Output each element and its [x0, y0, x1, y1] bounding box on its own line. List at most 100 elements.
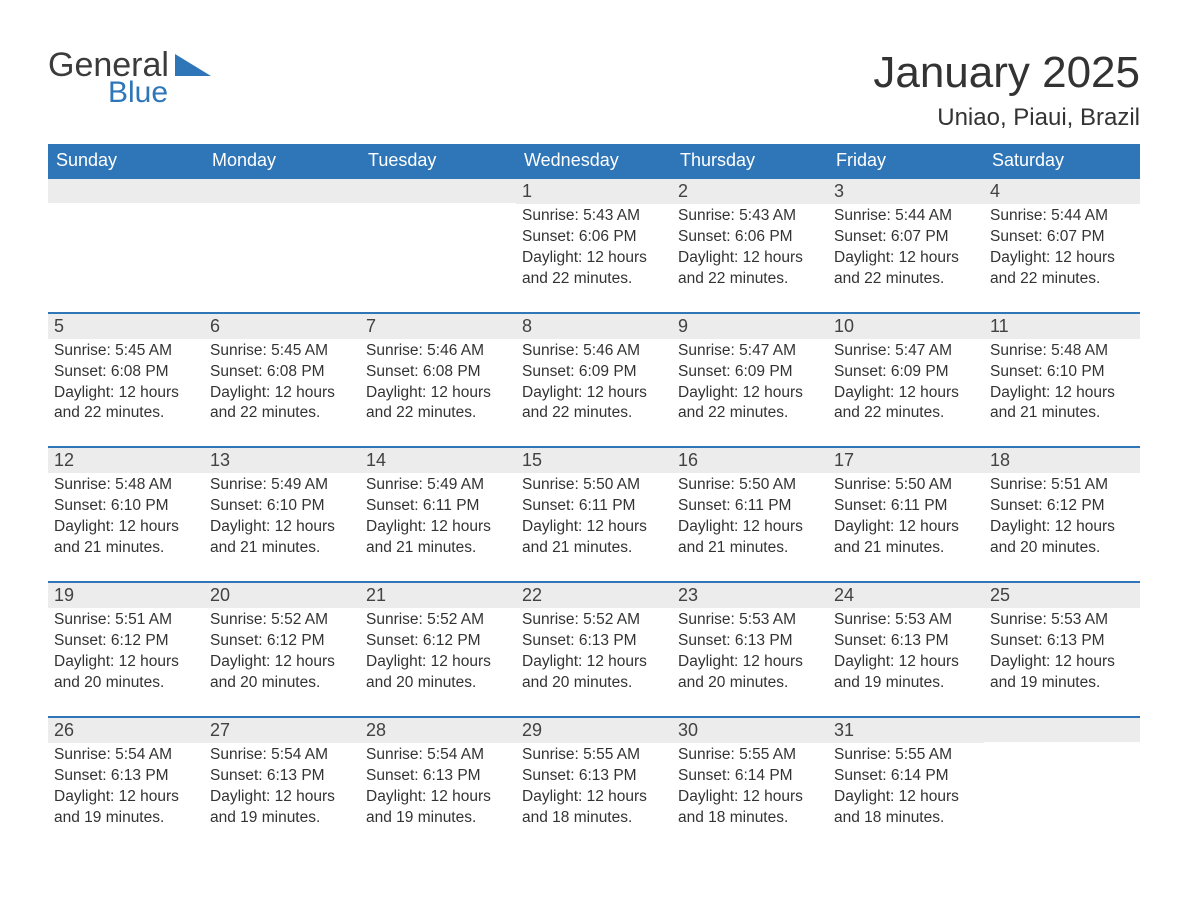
day-details: Sunrise: 5:51 AMSunset: 6:12 PMDaylight:…: [48, 608, 204, 696]
day-cell: 3Sunrise: 5:44 AMSunset: 6:07 PMDaylight…: [828, 178, 984, 313]
day-number: 2: [672, 179, 828, 204]
daylight-value: Daylight: 12 hours and 20 minutes.: [210, 652, 354, 694]
day-number: 12: [48, 448, 204, 473]
day-details: Sunrise: 5:48 AMSunset: 6:10 PMDaylight:…: [984, 339, 1140, 427]
sunrise-value: Sunrise: 5:43 AM: [522, 206, 666, 227]
sunrise-value: Sunrise: 5:50 AM: [834, 475, 978, 496]
sunset-value: Sunset: 6:11 PM: [678, 496, 822, 517]
sunrise-value: Sunrise: 5:48 AM: [54, 475, 198, 496]
sunrise-value: Sunrise: 5:46 AM: [366, 341, 510, 362]
daylight-value: Daylight: 12 hours and 20 minutes.: [366, 652, 510, 694]
day-cell: 6Sunrise: 5:45 AMSunset: 6:08 PMDaylight…: [204, 313, 360, 448]
day-number: 21: [360, 583, 516, 608]
day-details: Sunrise: 5:54 AMSunset: 6:13 PMDaylight:…: [48, 743, 204, 831]
sunrise-value: Sunrise: 5:55 AM: [678, 745, 822, 766]
daylight-value: Daylight: 12 hours and 19 minutes.: [366, 787, 510, 829]
day-details: Sunrise: 5:43 AMSunset: 6:06 PMDaylight:…: [672, 204, 828, 292]
sunset-value: Sunset: 6:08 PM: [54, 362, 198, 383]
day-number: 10: [828, 314, 984, 339]
sunset-value: Sunset: 6:11 PM: [366, 496, 510, 517]
day-number: 7: [360, 314, 516, 339]
day-details: Sunrise: 5:45 AMSunset: 6:08 PMDaylight:…: [204, 339, 360, 427]
day-details: Sunrise: 5:54 AMSunset: 6:13 PMDaylight:…: [360, 743, 516, 831]
weekday-header: Thursday: [672, 144, 828, 178]
sunset-value: Sunset: 6:10 PM: [990, 362, 1134, 383]
daylight-value: Daylight: 12 hours and 22 minutes.: [522, 383, 666, 425]
day-cell: 26Sunrise: 5:54 AMSunset: 6:13 PMDayligh…: [48, 717, 204, 851]
sunrise-value: Sunrise: 5:53 AM: [678, 610, 822, 631]
sunrise-value: Sunrise: 5:51 AM: [990, 475, 1134, 496]
day-cell: 1Sunrise: 5:43 AMSunset: 6:06 PMDaylight…: [516, 178, 672, 313]
day-number: 8: [516, 314, 672, 339]
empty-cell: [984, 717, 1140, 851]
day-number: 5: [48, 314, 204, 339]
sunset-value: Sunset: 6:14 PM: [834, 766, 978, 787]
brand-logo: General Blue: [48, 48, 211, 108]
day-cell: 21Sunrise: 5:52 AMSunset: 6:12 PMDayligh…: [360, 582, 516, 717]
day-number: 14: [360, 448, 516, 473]
empty-cell: [204, 178, 360, 313]
sunset-value: Sunset: 6:13 PM: [522, 766, 666, 787]
sunset-value: Sunset: 6:07 PM: [834, 227, 978, 248]
sunrise-value: Sunrise: 5:50 AM: [678, 475, 822, 496]
daylight-value: Daylight: 12 hours and 18 minutes.: [678, 787, 822, 829]
day-details: Sunrise: 5:52 AMSunset: 6:12 PMDaylight:…: [360, 608, 516, 696]
day-cell: 23Sunrise: 5:53 AMSunset: 6:13 PMDayligh…: [672, 582, 828, 717]
day-details: Sunrise: 5:55 AMSunset: 6:14 PMDaylight:…: [828, 743, 984, 831]
day-number: 16: [672, 448, 828, 473]
sunrise-value: Sunrise: 5:45 AM: [54, 341, 198, 362]
day-details: Sunrise: 5:45 AMSunset: 6:08 PMDaylight:…: [48, 339, 204, 427]
weekday-header: Saturday: [984, 144, 1140, 178]
day-details: Sunrise: 5:53 AMSunset: 6:13 PMDaylight:…: [828, 608, 984, 696]
day-details: Sunrise: 5:53 AMSunset: 6:13 PMDaylight:…: [672, 608, 828, 696]
daylight-value: Daylight: 12 hours and 19 minutes.: [990, 652, 1134, 694]
day-number: 20: [204, 583, 360, 608]
day-number: [360, 179, 516, 203]
day-number: 27: [204, 718, 360, 743]
day-number: 15: [516, 448, 672, 473]
sunset-value: Sunset: 6:13 PM: [522, 631, 666, 652]
day-cell: 16Sunrise: 5:50 AMSunset: 6:11 PMDayligh…: [672, 447, 828, 582]
day-number: 30: [672, 718, 828, 743]
day-details: Sunrise: 5:49 AMSunset: 6:10 PMDaylight:…: [204, 473, 360, 561]
sunrise-value: Sunrise: 5:54 AM: [366, 745, 510, 766]
day-cell: 13Sunrise: 5:49 AMSunset: 6:10 PMDayligh…: [204, 447, 360, 582]
day-cell: 14Sunrise: 5:49 AMSunset: 6:11 PMDayligh…: [360, 447, 516, 582]
day-details: Sunrise: 5:46 AMSunset: 6:09 PMDaylight:…: [516, 339, 672, 427]
calendar-table: SundayMondayTuesdayWednesdayThursdayFrid…: [48, 144, 1140, 850]
day-number: 31: [828, 718, 984, 743]
sunrise-value: Sunrise: 5:54 AM: [210, 745, 354, 766]
sunset-value: Sunset: 6:08 PM: [210, 362, 354, 383]
day-details: Sunrise: 5:54 AMSunset: 6:13 PMDaylight:…: [204, 743, 360, 831]
sunrise-value: Sunrise: 5:55 AM: [834, 745, 978, 766]
day-details: Sunrise: 5:52 AMSunset: 6:13 PMDaylight:…: [516, 608, 672, 696]
sunset-value: Sunset: 6:10 PM: [210, 496, 354, 517]
day-details: Sunrise: 5:48 AMSunset: 6:10 PMDaylight:…: [48, 473, 204, 561]
sunrise-value: Sunrise: 5:46 AM: [522, 341, 666, 362]
sunrise-value: Sunrise: 5:55 AM: [522, 745, 666, 766]
day-number: 11: [984, 314, 1140, 339]
sunset-value: Sunset: 6:13 PM: [990, 631, 1134, 652]
sunset-value: Sunset: 6:13 PM: [366, 766, 510, 787]
day-details: Sunrise: 5:47 AMSunset: 6:09 PMDaylight:…: [672, 339, 828, 427]
day-cell: 28Sunrise: 5:54 AMSunset: 6:13 PMDayligh…: [360, 717, 516, 851]
calendar-week-row: 26Sunrise: 5:54 AMSunset: 6:13 PMDayligh…: [48, 717, 1140, 851]
daylight-value: Daylight: 12 hours and 19 minutes.: [834, 652, 978, 694]
sunset-value: Sunset: 6:09 PM: [678, 362, 822, 383]
day-number: 13: [204, 448, 360, 473]
day-cell: 2Sunrise: 5:43 AMSunset: 6:06 PMDaylight…: [672, 178, 828, 313]
day-cell: 15Sunrise: 5:50 AMSunset: 6:11 PMDayligh…: [516, 447, 672, 582]
sunrise-value: Sunrise: 5:44 AM: [834, 206, 978, 227]
sunset-value: Sunset: 6:13 PM: [210, 766, 354, 787]
day-cell: 12Sunrise: 5:48 AMSunset: 6:10 PMDayligh…: [48, 447, 204, 582]
day-number: [984, 718, 1140, 742]
daylight-value: Daylight: 12 hours and 22 minutes.: [990, 248, 1134, 290]
day-number: 6: [204, 314, 360, 339]
sunset-value: Sunset: 6:09 PM: [834, 362, 978, 383]
day-number: 28: [360, 718, 516, 743]
day-number: 26: [48, 718, 204, 743]
sunset-value: Sunset: 6:11 PM: [522, 496, 666, 517]
sunrise-value: Sunrise: 5:49 AM: [366, 475, 510, 496]
sunset-value: Sunset: 6:12 PM: [990, 496, 1134, 517]
day-number: 9: [672, 314, 828, 339]
